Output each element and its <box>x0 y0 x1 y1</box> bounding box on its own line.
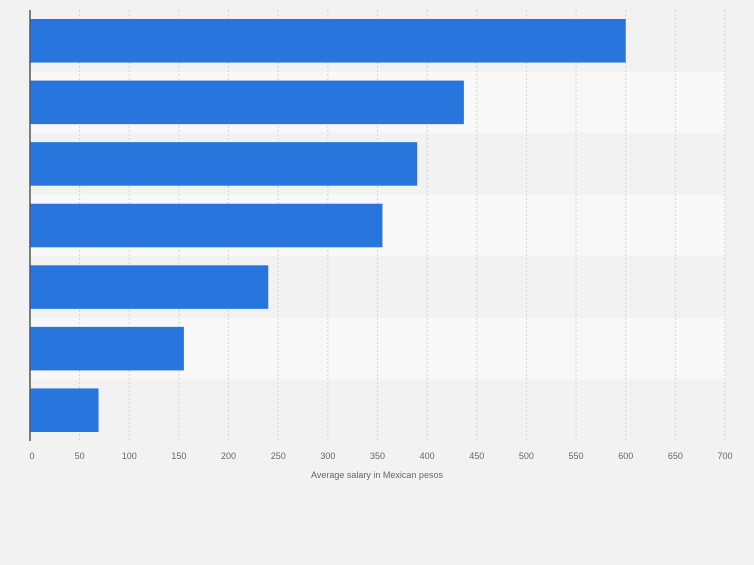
bar[interactable] <box>30 203 383 248</box>
x-tick-label: 350 <box>370 451 385 461</box>
x-tick-label: 400 <box>420 451 435 461</box>
x-tick-label: 0 <box>29 451 34 461</box>
x-tick-label: 650 <box>668 451 683 461</box>
bar[interactable] <box>30 80 464 125</box>
x-tick-label: 50 <box>75 451 85 461</box>
bar[interactable] <box>30 265 269 309</box>
x-tick-label: 300 <box>320 451 335 461</box>
x-tick-label: 200 <box>221 451 236 461</box>
bar[interactable] <box>30 19 626 63</box>
x-tick-label: 450 <box>469 451 484 461</box>
x-tick-label: 700 <box>717 451 732 461</box>
bar[interactable] <box>30 326 184 371</box>
x-tick-label: 600 <box>618 451 633 461</box>
x-tick-label: 100 <box>122 451 137 461</box>
bar[interactable] <box>30 388 99 432</box>
x-tick-label: 250 <box>271 451 286 461</box>
x-axis-label: Average salary in Mexican pesos <box>311 470 443 480</box>
x-tick-label: 550 <box>569 451 584 461</box>
x-tick-label: 150 <box>171 451 186 461</box>
bar[interactable] <box>30 142 418 186</box>
x-tick-label: 500 <box>519 451 534 461</box>
